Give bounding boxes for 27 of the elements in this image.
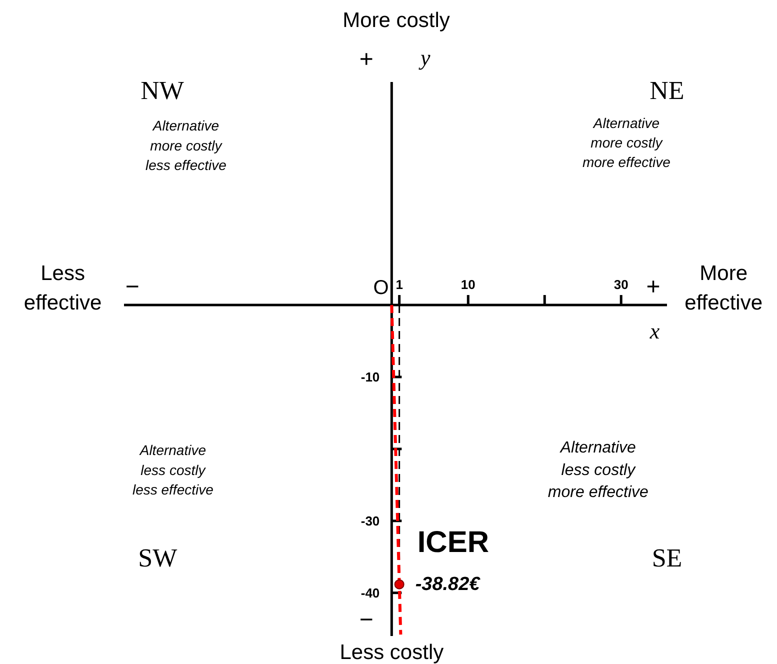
annotation: NW	[140, 75, 184, 104]
x-tick-label: 10	[460, 277, 476, 292]
y-tick-label: -10	[360, 369, 380, 384]
annotation: Alternative less costly more effective	[548, 438, 649, 501]
annotation: −	[125, 272, 140, 300]
annotation: NE	[650, 75, 684, 104]
y-tick-label: -30	[360, 513, 380, 528]
x-tick-label: 1	[396, 277, 403, 292]
text: More effective	[684, 262, 763, 314]
data-label: -38.82€	[415, 574, 482, 595]
annotation: Alternative less costly less effective	[132, 442, 214, 498]
annotation: +	[646, 272, 660, 300]
y-axis-title: y	[418, 45, 430, 70]
text: Less costly	[340, 640, 444, 664]
annotation: SW	[138, 543, 178, 572]
x-tick-label: 30	[614, 277, 628, 292]
text: Less effective	[24, 262, 102, 314]
annotation: Alternative more costly more effective	[582, 114, 671, 170]
annotation: −	[359, 606, 374, 633]
annotation: Alternative more costly less effective	[145, 118, 227, 173]
annotation: O	[373, 276, 389, 299]
text: +	[359, 45, 374, 72]
annotation: SE	[652, 543, 682, 572]
x-axis-title: x	[648, 318, 660, 344]
annotation: ICER	[417, 526, 490, 559]
y-tick-label: -40	[360, 585, 380, 600]
text: More costly	[342, 8, 450, 32]
